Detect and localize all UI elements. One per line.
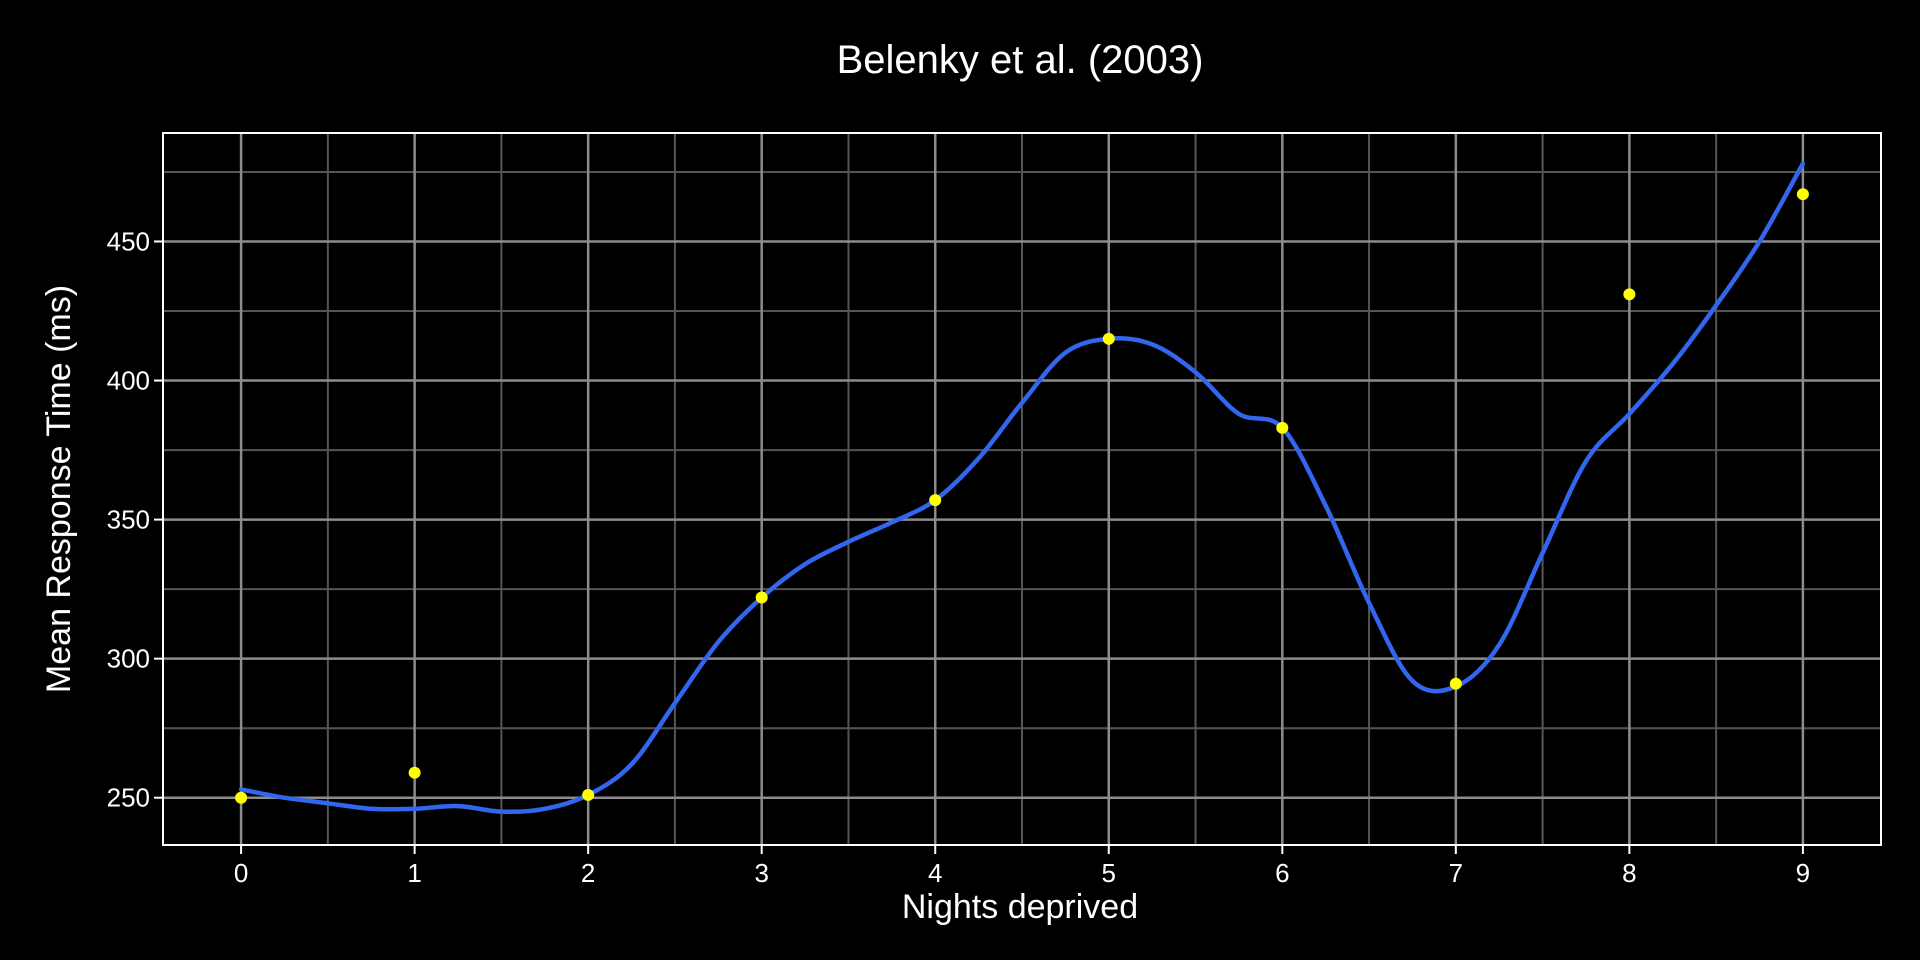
data-point bbox=[235, 791, 248, 804]
x-tick-label: 2 bbox=[581, 858, 595, 888]
x-tick-label: 7 bbox=[1449, 858, 1463, 888]
major-gridlines bbox=[163, 133, 1881, 845]
x-tick-label: 8 bbox=[1622, 858, 1636, 888]
x-tick-label: 6 bbox=[1275, 858, 1289, 888]
smooth-curve-layer bbox=[238, 161, 1806, 815]
smooth-curve bbox=[238, 161, 1806, 815]
y-tick-label: 300 bbox=[107, 644, 150, 674]
y-tick-label: 250 bbox=[107, 783, 150, 813]
x-axis-ticks: 0 1 2 3 4 5 6 7 8 9 bbox=[234, 845, 1810, 888]
y-tick-label: 350 bbox=[107, 505, 150, 535]
x-tick-label: 4 bbox=[928, 858, 942, 888]
data-point bbox=[1276, 421, 1289, 434]
y-tick-label: 450 bbox=[107, 226, 150, 256]
data-points bbox=[235, 188, 1809, 804]
x-tick-label: 5 bbox=[1102, 858, 1116, 888]
x-tick-label: 1 bbox=[407, 858, 421, 888]
data-point bbox=[408, 766, 421, 779]
y-axis-ticks: 250 300 350 400 450 bbox=[107, 226, 163, 813]
minor-gridlines bbox=[163, 133, 1881, 845]
plot-panel bbox=[162, 132, 1882, 846]
x-tick-label: 9 bbox=[1796, 858, 1810, 888]
data-point bbox=[582, 788, 595, 801]
data-point bbox=[1796, 188, 1809, 201]
data-point bbox=[1102, 332, 1115, 345]
x-axis-label: Nights deprived bbox=[902, 888, 1138, 926]
y-axis-label: Mean Response Time (ms) bbox=[40, 285, 78, 693]
x-tick-label: 0 bbox=[234, 858, 248, 888]
x-tick-label: 3 bbox=[754, 858, 768, 888]
data-point bbox=[755, 591, 768, 604]
data-point bbox=[929, 494, 942, 507]
data-point bbox=[1449, 677, 1462, 690]
y-tick-label: 400 bbox=[107, 366, 150, 396]
data-point bbox=[1623, 288, 1636, 301]
chart-title: Belenky et al. (2003) bbox=[837, 38, 1204, 82]
